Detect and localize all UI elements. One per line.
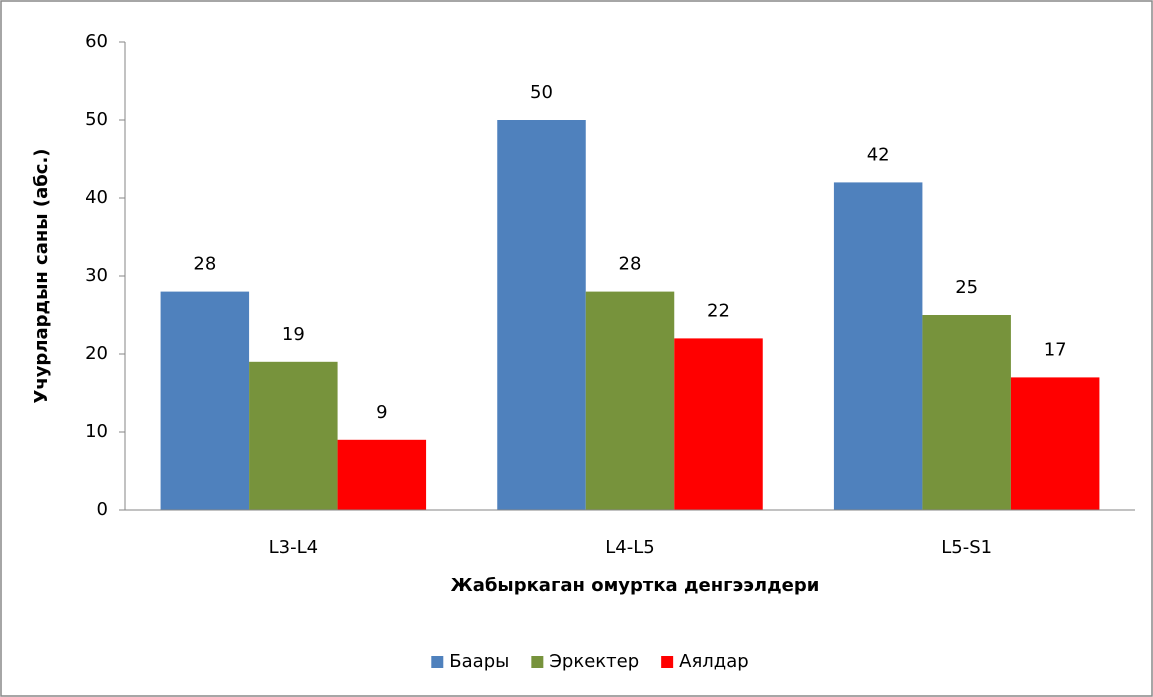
bar: [1010, 377, 1100, 510]
y-tick-label: 10: [85, 421, 108, 442]
legend-label: Эркектер: [549, 651, 639, 672]
x-axis-title: Жабыркаган омуртка денгээлдери: [451, 575, 820, 596]
legend-swatch: [431, 656, 444, 668]
legend-swatch: [661, 656, 674, 668]
bar: [674, 338, 763, 510]
x-tick-label: L3-L4: [269, 537, 318, 558]
y-tick-label: 0: [97, 499, 108, 520]
y-tick-label: 20: [85, 343, 108, 364]
bar: [833, 182, 923, 510]
data-label: 25: [955, 277, 978, 298]
bar: [922, 315, 1011, 510]
y-axis-title: Учурлардын саны (абс.): [31, 148, 52, 403]
data-label: 50: [530, 82, 553, 103]
y-tick-label: 60: [85, 31, 108, 52]
x-tick-label: L5-S1: [941, 537, 992, 558]
data-label: 28: [619, 254, 642, 275]
data-label: 19: [282, 324, 305, 345]
bar: [497, 120, 586, 510]
bar: [160, 291, 250, 510]
legend-swatch: [531, 656, 544, 668]
legend-label: Аялдар: [679, 651, 749, 672]
data-label: 28: [193, 254, 216, 275]
bar: [585, 291, 675, 510]
data-label: 9: [376, 402, 387, 423]
x-tick-label: L4-L5: [605, 537, 654, 558]
bar: [249, 361, 338, 510]
y-tick-label: 40: [85, 187, 108, 208]
legend-label: Баары: [449, 651, 509, 672]
data-label: 42: [867, 144, 890, 165]
y-tick-label: 30: [85, 265, 108, 286]
data-label: 22: [707, 300, 730, 321]
y-tick-label: 50: [85, 109, 108, 130]
bar: [337, 439, 427, 510]
data-label: 17: [1044, 339, 1067, 360]
